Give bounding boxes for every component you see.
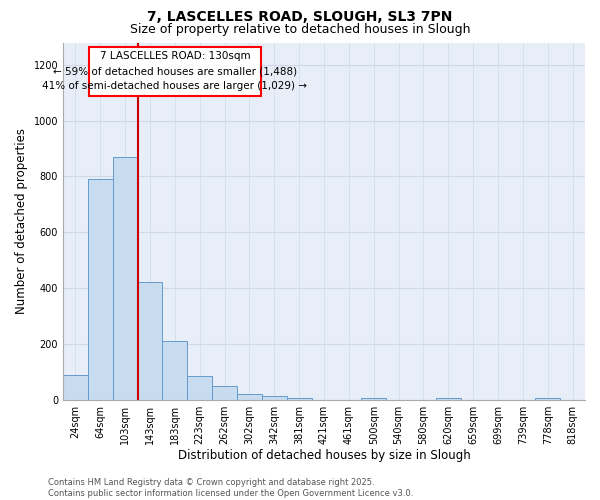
Bar: [262, 396, 287, 400]
Bar: [187, 376, 212, 400]
Text: 7 LASCELLES ROAD: 130sqm
← 59% of detached houses are smaller (1,488)
41% of sem: 7 LASCELLES ROAD: 130sqm ← 59% of detach…: [43, 52, 307, 91]
Text: Contains HM Land Registry data © Crown copyright and database right 2025.
Contai: Contains HM Land Registry data © Crown c…: [48, 478, 413, 498]
Bar: [63, 374, 88, 400]
Bar: [88, 179, 113, 400]
Bar: [137, 282, 163, 400]
Bar: [535, 398, 560, 400]
Bar: [89, 46, 260, 96]
Text: Size of property relative to detached houses in Slough: Size of property relative to detached ho…: [130, 22, 470, 36]
X-axis label: Distribution of detached houses by size in Slough: Distribution of detached houses by size …: [178, 450, 470, 462]
Y-axis label: Number of detached properties: Number of detached properties: [15, 128, 28, 314]
Bar: [361, 398, 386, 400]
Bar: [163, 341, 187, 400]
Bar: [212, 386, 237, 400]
Bar: [237, 394, 262, 400]
Bar: [436, 398, 461, 400]
Text: 7, LASCELLES ROAD, SLOUGH, SL3 7PN: 7, LASCELLES ROAD, SLOUGH, SL3 7PN: [148, 10, 452, 24]
Bar: [113, 157, 137, 400]
Bar: [287, 398, 311, 400]
